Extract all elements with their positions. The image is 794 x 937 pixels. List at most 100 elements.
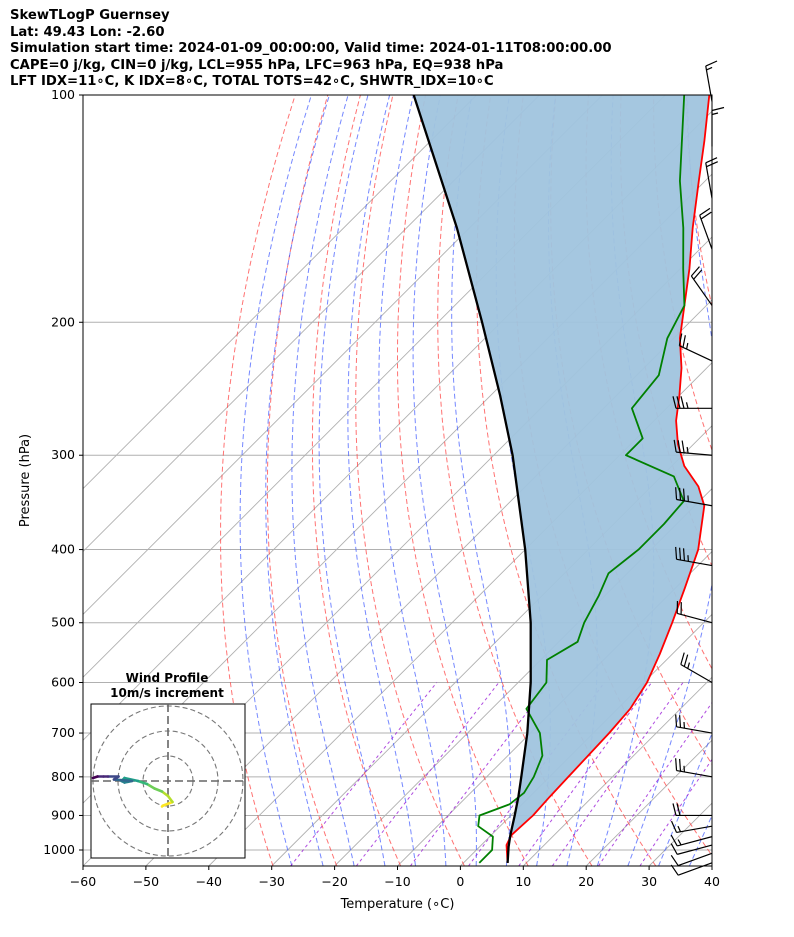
y-tick-label: 400 [51, 542, 75, 557]
isotherm-line [775, 95, 794, 866]
wind-barb [711, 106, 725, 147]
hodograph-segment [145, 782, 156, 790]
moist-adiabat [291, 95, 355, 866]
wind-barb [675, 546, 713, 567]
wind-barb-flag [675, 487, 678, 500]
hodograph-title: Wind Profile [126, 671, 209, 685]
wind-barb-staff [705, 162, 713, 199]
wind-barb-staff [679, 345, 713, 362]
isotherm-line [711, 865, 712, 866]
wind-barb-staff [705, 65, 713, 102]
wind-barb [670, 834, 713, 847]
x-tick-label: 40 [704, 874, 720, 889]
wind-barb-flag [682, 548, 686, 561]
wind-barb [705, 157, 718, 199]
dry-adiabat [220, 95, 296, 866]
wind-barb-staff [677, 836, 713, 847]
x-tick-label: 0 [456, 874, 464, 889]
wind-barb-flag [679, 758, 682, 772]
wind-barb-half-flag [706, 66, 713, 71]
temperature-trace [505, 95, 711, 863]
hodograph-plot [91, 704, 245, 858]
isotherm-line [334, 487, 712, 866]
wind-barb [672, 803, 712, 817]
location-line: Lat: 49.43 Lon: -2.60 [10, 24, 165, 40]
wind-barb-half-flag [687, 662, 691, 669]
time-line: Simulation start time: 2024-01-09_00:00:… [10, 41, 612, 57]
dry-adiabat [311, 95, 402, 866]
wind-barb-half-flag [711, 112, 719, 116]
mixing-ratio-line [597, 701, 712, 866]
wind-barb-flag [672, 396, 677, 409]
mixing-ratio-line [355, 682, 500, 866]
moist-adiabat [451, 95, 512, 866]
wind-barb-flag [705, 60, 718, 67]
wind-barb-staff [699, 215, 713, 250]
hodograph-segment [91, 775, 99, 780]
wind-barb-half-flag [685, 402, 689, 409]
y-tick-label: 300 [51, 447, 75, 462]
hodograph-segment [112, 778, 134, 783]
dry-adiabat [266, 95, 338, 866]
wind-barb [675, 714, 713, 734]
wind-barb-staff [676, 769, 713, 778]
wind-barb [670, 852, 713, 867]
mixing-ratio-line [551, 682, 684, 866]
moist-adiabat [658, 731, 712, 866]
wind-barb-staff [676, 825, 713, 834]
chart-header: SkewTLogP Guernsey Lat: 49.43 Lon: -2.60… [10, 8, 612, 91]
hodograph-segment [123, 776, 140, 783]
wind-barb-flag [673, 439, 677, 453]
wind-barb [673, 439, 713, 456]
wind-barb-flag [670, 864, 679, 876]
isotherm-line [83, 95, 477, 490]
wind-barb-flag [700, 211, 712, 220]
x-tick-label: 20 [578, 874, 594, 889]
moist-adiabat [378, 95, 447, 866]
wind-barbs [670, 60, 725, 876]
moist-adiabat [265, 95, 330, 866]
wind-barb-staff [680, 663, 713, 684]
wind-barb [670, 862, 713, 876]
wind-barb-staff [677, 844, 713, 855]
wind-barb-staff [676, 558, 713, 567]
dry-adiabat [784, 95, 794, 866]
wind-barb-flag [676, 803, 681, 816]
wind-barb [670, 843, 713, 855]
wind-barb-flag [682, 488, 686, 501]
dry-adiabat [397, 95, 529, 866]
hodograph-segment [161, 800, 174, 808]
mixing-ratio-line [290, 682, 438, 866]
x-tick-label: −60 [70, 874, 96, 889]
wind-barb-half-flag [677, 825, 682, 833]
x-tick-label: −40 [196, 874, 222, 889]
wind-barb-flag [680, 396, 685, 409]
hodograph-segment [136, 779, 149, 786]
wind-barb [678, 333, 713, 362]
y-tick-label: 200 [51, 314, 75, 329]
moist-adiabat [627, 95, 712, 866]
dry-adiabat [437, 95, 593, 866]
wind-barb-flag [670, 854, 679, 866]
wind-barb [676, 601, 713, 624]
wind-barb-flag [682, 335, 686, 348]
moist-adiabat [318, 95, 386, 866]
x-tick-label: −10 [384, 874, 410, 889]
wind-barb-flag [675, 714, 678, 727]
y-tick-label: 500 [51, 615, 75, 630]
wind-barb-flag [677, 440, 681, 453]
wind-barb-flag [675, 758, 678, 771]
hodograph-subtitle: 10m/s increment [110, 686, 224, 700]
wind-barb-flag [670, 820, 678, 833]
dry-adiabat [719, 95, 794, 866]
mixing-ratio-line [409, 682, 551, 866]
wind-barb-flag [705, 157, 718, 164]
wind-barb-flag [706, 161, 718, 168]
wind-barb-flag [675, 546, 678, 560]
moist-adiabat [720, 95, 794, 866]
wind-barb [675, 758, 713, 778]
wind-barb-staff [690, 275, 713, 306]
